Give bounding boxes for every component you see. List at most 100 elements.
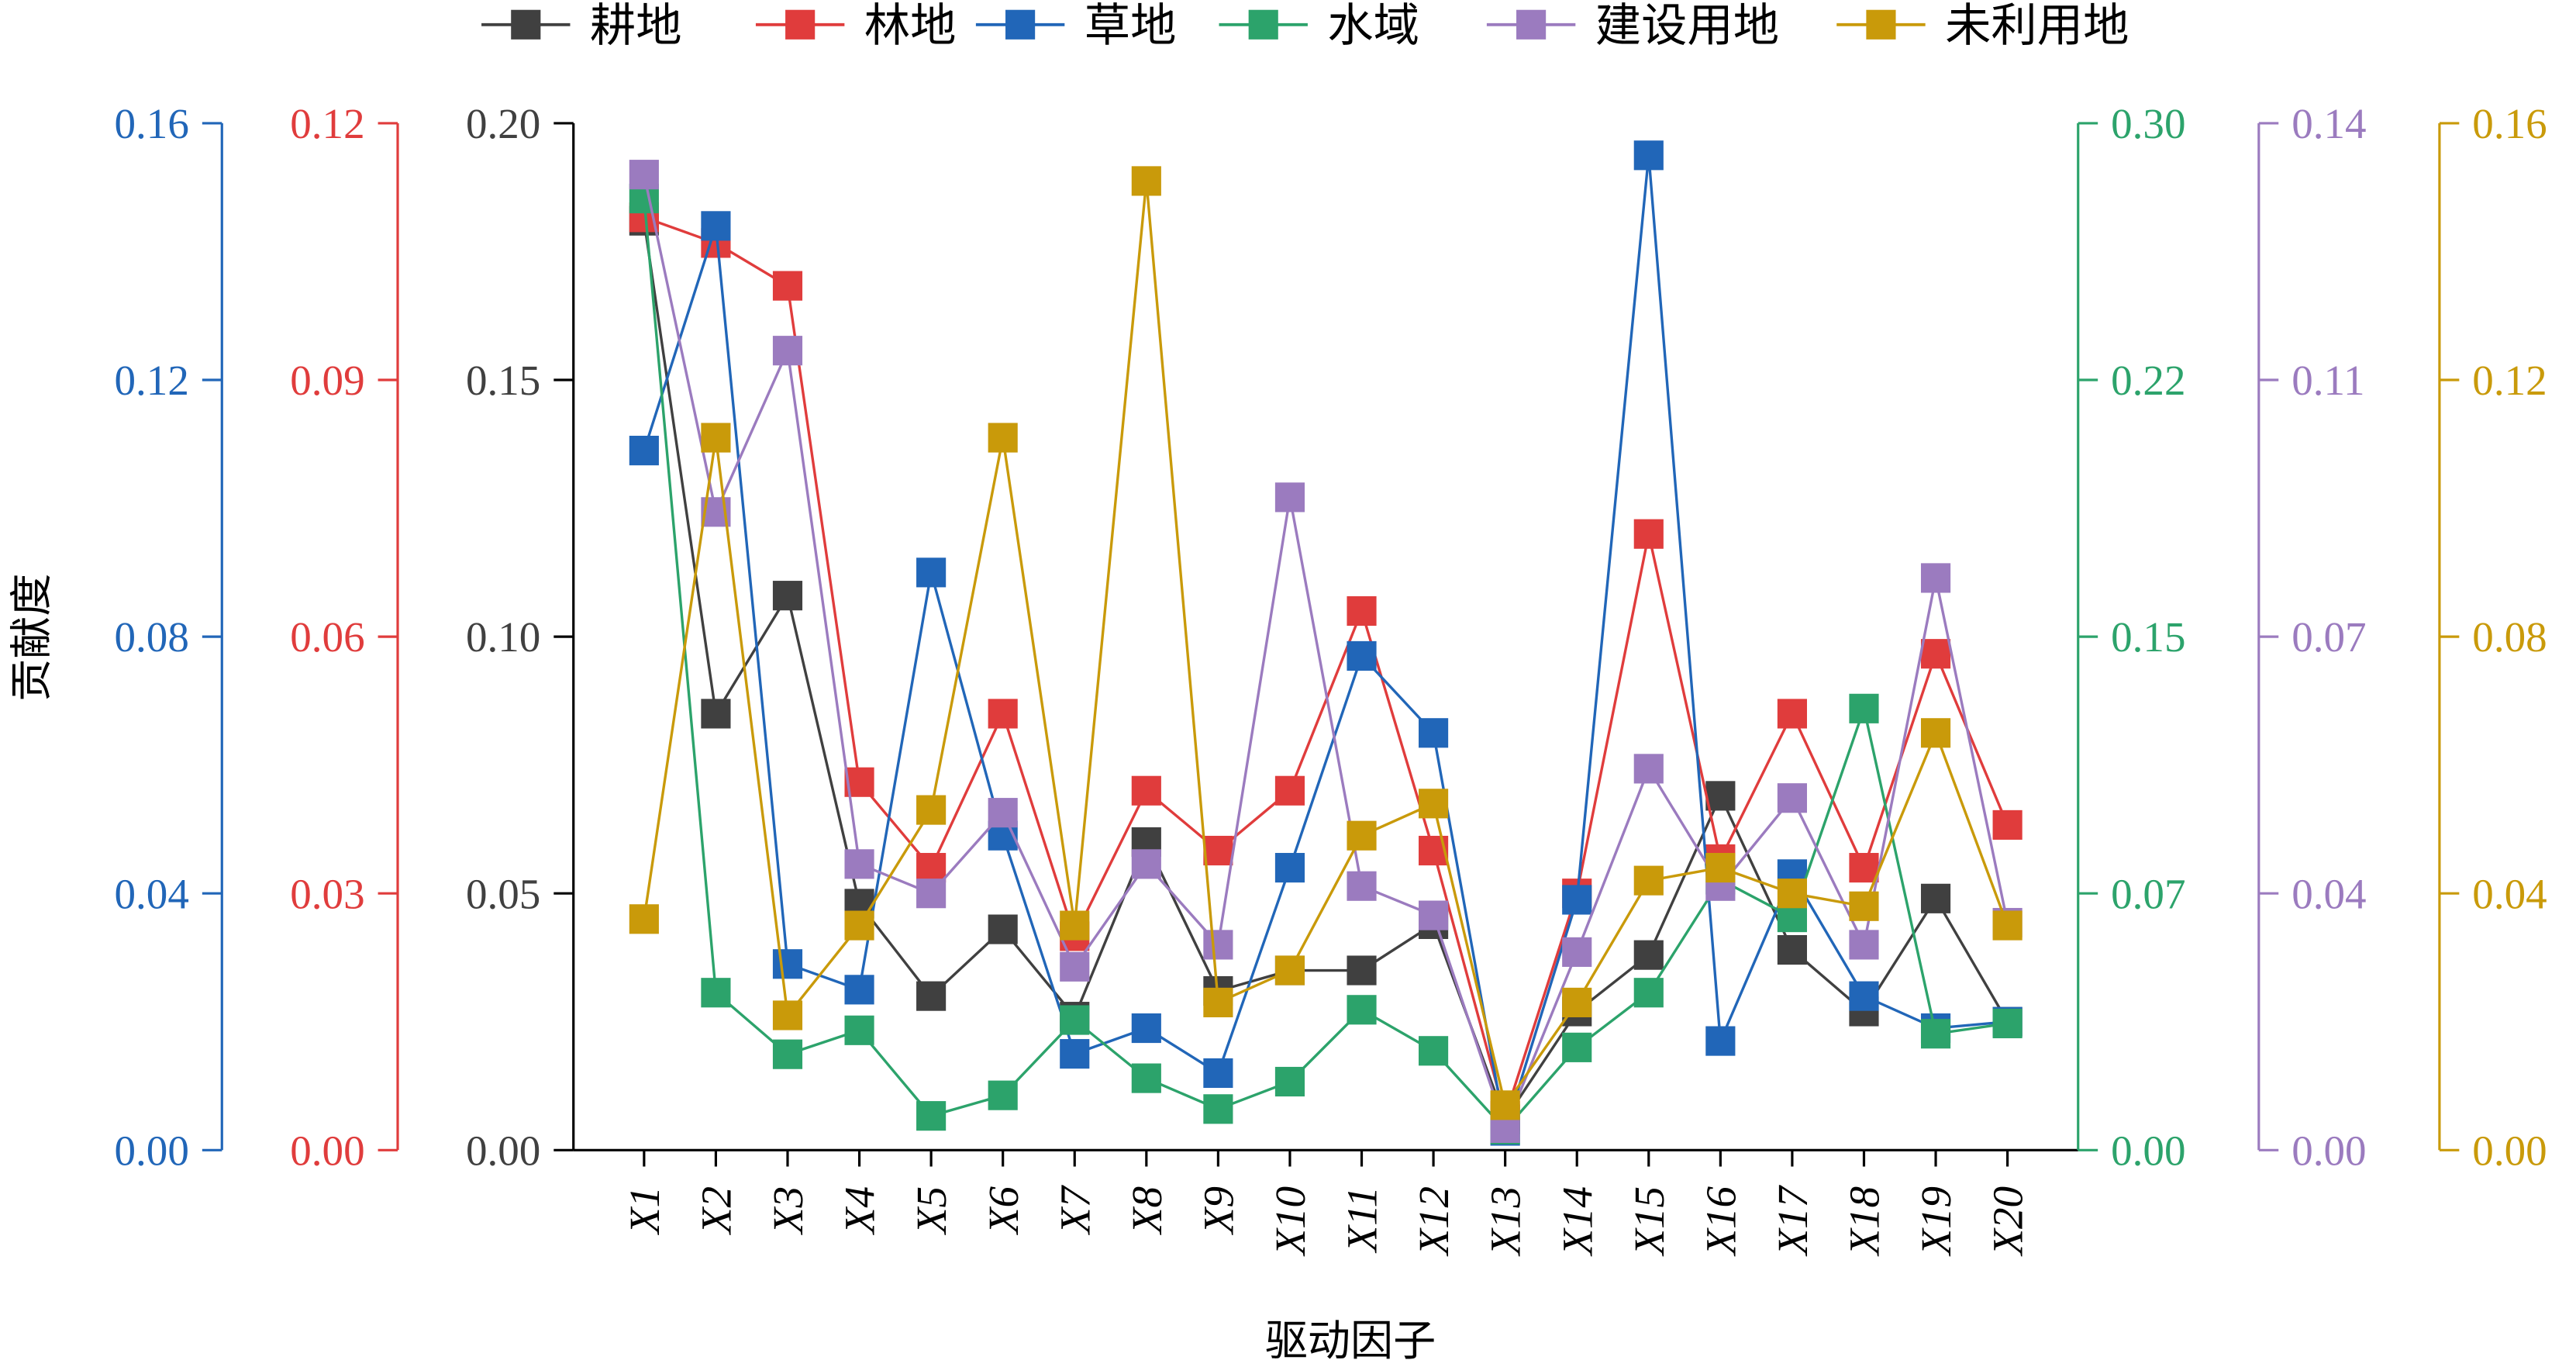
series-水域 — [629, 183, 2023, 1144]
x-tick-label-X20: X20 — [1985, 1186, 2032, 1257]
x-tick-label-X12: X12 — [1410, 1186, 1457, 1257]
data-point-X3 — [772, 1039, 803, 1069]
y-tick-label: 0.06 — [290, 613, 364, 661]
data-point-X8 — [1131, 849, 1161, 879]
legend-marker — [785, 9, 816, 40]
y-axis-4: 0.00 0.07 0.15 0.22 0.30 — [2077, 100, 2186, 1174]
data-point-X11 — [1347, 820, 1377, 851]
data-point-X1 — [629, 435, 659, 466]
legend-marker — [1248, 9, 1278, 40]
data-point-X6 — [988, 798, 1018, 828]
data-point-X9 — [1203, 1094, 1233, 1124]
legend-label: 林地 — [864, 0, 957, 51]
y-tick-label: 0.08 — [115, 613, 189, 661]
y-tick-label: 0.16 — [115, 100, 189, 147]
data-point-X8 — [1131, 1063, 1161, 1093]
y-axis-2: 0.00 0.03 0.06 0.09 0.12 — [290, 100, 399, 1174]
data-point-X12 — [1419, 1036, 1449, 1066]
y-tick-label: 0.09 — [290, 357, 364, 404]
data-point-X9 — [1203, 1058, 1233, 1089]
legend-item-林地: 林地 — [755, 0, 957, 51]
data-point-X20 — [1992, 809, 2023, 840]
legend-marker — [1866, 9, 1896, 40]
data-point-X2 — [701, 978, 731, 1008]
x-axis-title: 驱动因子 — [1265, 1317, 1436, 1365]
data-point-X10 — [1274, 775, 1305, 806]
data-point-X10 — [1274, 853, 1305, 883]
data-point-X6 — [988, 1080, 1018, 1110]
legend-item-建设用地: 建设用地 — [1486, 0, 1779, 51]
data-point-X12 — [1419, 718, 1449, 748]
series-未利用地 — [629, 166, 2023, 1120]
y-tick-label: 0.00 — [2472, 1127, 2547, 1174]
data-point-X16 — [1705, 781, 1736, 811]
data-point-X18 — [1849, 693, 1879, 723]
data-point-X15 — [1633, 754, 1664, 784]
data-point-X10 — [1274, 1066, 1305, 1097]
x-tick-labels: X1 X2 X3 X4 X5 X6 X7 X8 X9 X10 X11 X12 X13 X14 X15 X16 X… — [621, 1150, 2032, 1257]
y-tick-label: 0.30 — [2111, 100, 2185, 147]
legend-label: 耕地 — [590, 0, 682, 51]
x-tick-label-X19: X19 — [1912, 1186, 1960, 1257]
series-林地 — [629, 202, 2023, 1131]
x-tick-label-X7: X7 — [1051, 1184, 1098, 1235]
data-point-X17 — [1777, 879, 1807, 909]
data-point-X6 — [988, 914, 1018, 944]
y-tick-label: 0.14 — [2292, 100, 2366, 147]
data-point-X1 — [629, 904, 659, 934]
x-tick-label-X16: X16 — [1697, 1186, 1744, 1256]
data-point-X9 — [1203, 835, 1233, 866]
data-point-X19 — [1920, 1019, 1951, 1049]
legend-label: 建设用地 — [1595, 0, 1779, 51]
data-point-X19 — [1920, 563, 1951, 593]
data-point-X18 — [1849, 981, 1879, 1011]
y-tick-label: 0.03 — [290, 870, 364, 917]
y-axis-title: 贡献度 — [9, 574, 56, 702]
x-tick-label-X15: X15 — [1626, 1186, 1673, 1257]
y-axis-5: 0.00 0.04 0.07 0.11 0.14 — [2257, 100, 2367, 1174]
data-point-X10 — [1274, 955, 1305, 986]
x-tick-label-X13: X13 — [1482, 1186, 1529, 1257]
legend-marker — [1005, 9, 1036, 40]
data-point-X16 — [1705, 853, 1736, 883]
data-point-X18 — [1849, 891, 1879, 921]
y-tick-label: 0.00 — [2111, 1127, 2185, 1174]
x-tick-label-X2: X2 — [692, 1186, 740, 1235]
data-point-X12 — [1419, 900, 1449, 930]
data-point-X14 — [1562, 987, 1592, 1017]
data-point-X1 — [629, 160, 659, 190]
x-tick-label-X11: X11 — [1339, 1186, 1386, 1254]
data-point-X15 — [1633, 519, 1664, 549]
data-point-X12 — [1419, 789, 1449, 819]
data-point-X6 — [988, 423, 1018, 453]
data-point-X8 — [1131, 775, 1161, 806]
data-point-X15 — [1633, 865, 1664, 896]
data-point-X13 — [1490, 1090, 1520, 1120]
data-point-X7 — [1060, 1039, 1090, 1069]
y-tick-label: 0.11 — [2292, 357, 2364, 404]
legend-label: 未利用地 — [1945, 0, 2129, 51]
data-point-X5 — [916, 981, 947, 1011]
legend-item-未利用地: 未利用地 — [1836, 0, 2129, 51]
data-point-X15 — [1633, 140, 1664, 171]
y-axis-3: 0.00 0.04 0.08 0.12 0.16 — [115, 100, 223, 1174]
data-point-X16 — [1705, 1026, 1736, 1056]
data-point-X5 — [916, 558, 947, 588]
data-point-X5 — [916, 1101, 947, 1131]
x-tick-label-X6: X6 — [980, 1186, 1027, 1235]
data-point-X17 — [1777, 934, 1807, 965]
legend-marker — [1516, 9, 1547, 40]
x-tick-label-X3: X3 — [764, 1186, 812, 1235]
legend-marker — [511, 9, 541, 40]
x-tick-label-X4: X4 — [836, 1186, 884, 1235]
y-tick-label: 0.15 — [466, 357, 540, 404]
data-point-X7 — [1060, 1005, 1090, 1035]
y-tick-label: 0.00 — [115, 1127, 189, 1174]
data-point-X19 — [1920, 639, 1951, 669]
y-tick-label: 0.08 — [2472, 613, 2547, 661]
data-point-X2 — [701, 211, 731, 241]
data-point-X18 — [1849, 853, 1879, 883]
legend-label: 水域 — [1327, 0, 1419, 51]
y-tick-label: 0.16 — [2472, 100, 2547, 147]
y-tick-label: 0.15 — [2111, 613, 2185, 661]
